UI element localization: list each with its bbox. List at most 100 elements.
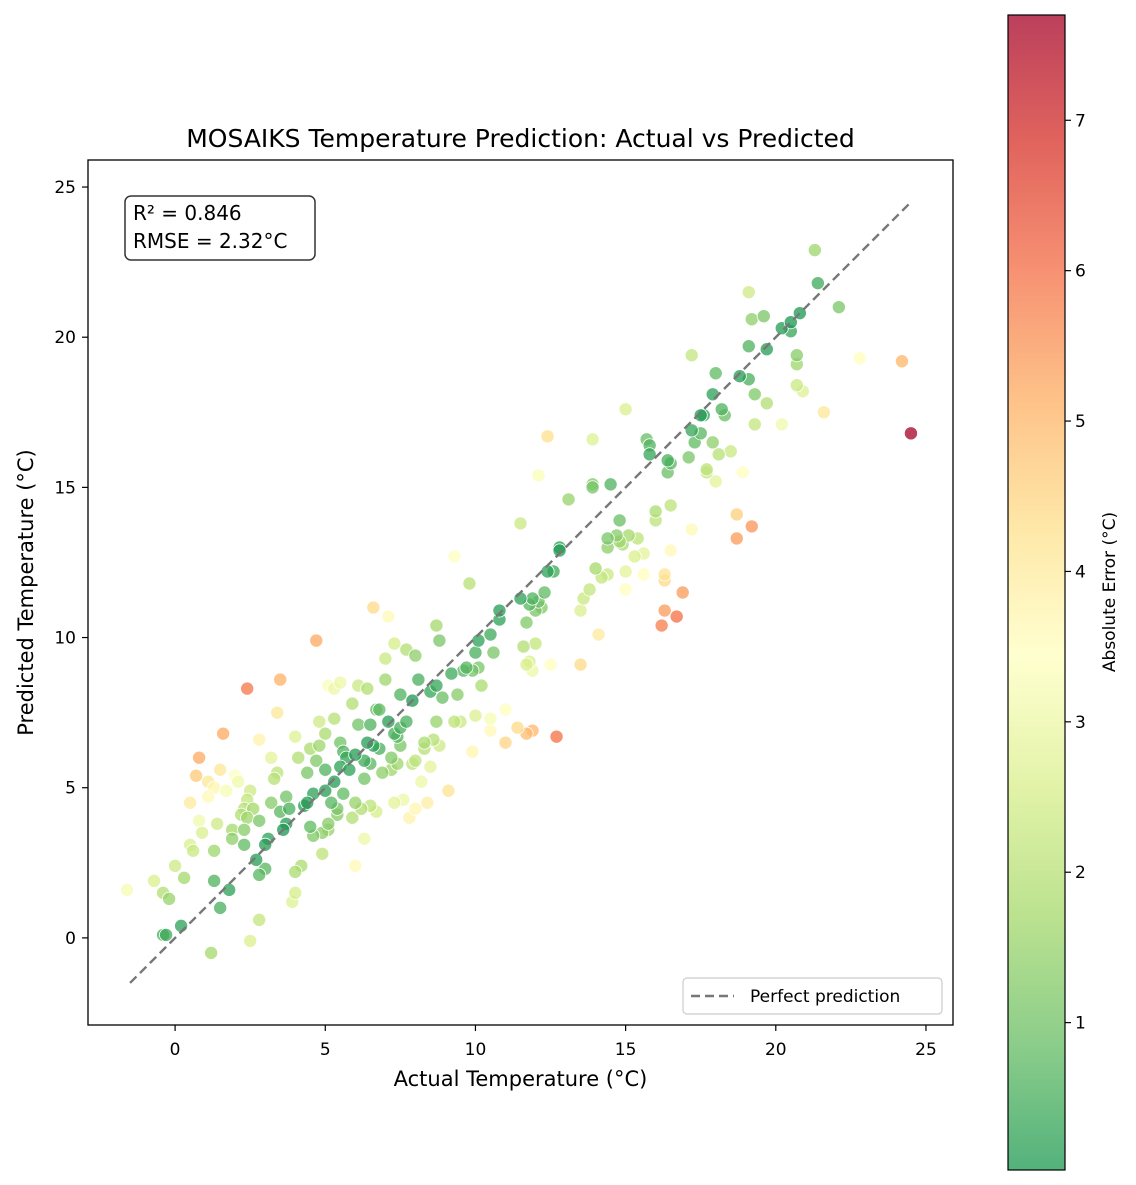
data-point xyxy=(468,645,483,660)
data-point xyxy=(219,783,234,798)
data-point xyxy=(366,600,381,615)
data-point xyxy=(423,759,438,774)
data-point xyxy=(213,762,228,777)
data-point xyxy=(525,591,540,606)
data-point xyxy=(357,831,372,846)
data-point xyxy=(159,927,174,942)
data-point xyxy=(267,771,282,786)
chart-title: MOSAIKS Temperature Prediction: Actual v… xyxy=(186,124,855,153)
data-point xyxy=(264,795,279,810)
data-point xyxy=(531,468,546,483)
data-point xyxy=(162,891,177,906)
data-point xyxy=(642,447,657,462)
data-point xyxy=(291,750,306,765)
data-point xyxy=(411,672,426,687)
data-point xyxy=(684,348,699,363)
data-point xyxy=(231,774,246,789)
data-point xyxy=(903,426,918,441)
data-point xyxy=(732,369,747,384)
colorbar-tick-label: 6 xyxy=(1075,262,1086,282)
y-tick-label: 0 xyxy=(65,929,76,949)
data-point xyxy=(549,729,564,744)
data-point xyxy=(816,405,831,420)
data-point xyxy=(585,432,600,447)
data-point xyxy=(561,492,576,507)
colorbar-gradient xyxy=(1007,14,1066,1171)
data-point xyxy=(393,687,408,702)
data-point xyxy=(660,453,675,468)
y-axis-label: Predicted Temperature (°C) xyxy=(14,449,38,736)
data-point xyxy=(450,687,465,702)
data-point xyxy=(600,531,615,546)
data-point xyxy=(429,678,444,693)
data-point xyxy=(483,627,498,642)
plot-frame xyxy=(87,159,954,1026)
data-point xyxy=(363,717,378,732)
data-point xyxy=(603,477,618,492)
data-point xyxy=(408,801,423,816)
data-point xyxy=(675,585,690,600)
y-tick-label: 25 xyxy=(54,178,76,198)
data-point xyxy=(345,810,360,825)
data-point xyxy=(747,417,762,432)
data-point xyxy=(789,378,804,393)
data-point xyxy=(279,789,294,804)
data-point xyxy=(399,714,414,729)
data-point xyxy=(498,702,513,717)
data-point xyxy=(204,945,219,960)
data-point xyxy=(588,561,603,576)
data-point xyxy=(375,765,390,780)
data-point xyxy=(348,747,363,762)
data-point xyxy=(273,672,288,687)
data-point xyxy=(636,567,651,582)
data-point xyxy=(315,846,330,861)
data-point xyxy=(741,339,756,354)
colorbar-ticks: 1 2 3 4 5 6 7 xyxy=(1065,111,1086,1034)
data-point xyxy=(669,609,684,624)
data-point xyxy=(225,831,240,846)
data-point xyxy=(387,795,402,810)
data-point xyxy=(618,582,633,597)
data-point xyxy=(381,609,396,624)
data-point xyxy=(333,675,348,690)
data-point xyxy=(774,417,789,432)
data-point xyxy=(318,762,333,777)
data-point xyxy=(540,429,555,444)
data-point xyxy=(684,522,699,537)
data-point xyxy=(429,618,444,633)
data-point xyxy=(573,657,588,672)
y-tick-label: 20 xyxy=(54,328,76,348)
data-point xyxy=(483,723,498,738)
data-point xyxy=(486,645,501,660)
data-point xyxy=(321,816,336,831)
data-point xyxy=(519,657,534,672)
data-point xyxy=(351,717,366,732)
data-point xyxy=(312,714,327,729)
data-point xyxy=(510,720,525,735)
data-point xyxy=(681,450,696,465)
data-point xyxy=(462,576,477,591)
data-point xyxy=(759,342,774,357)
data-point xyxy=(657,603,672,618)
data-point xyxy=(663,498,678,513)
data-point xyxy=(543,657,558,672)
data-point xyxy=(807,243,822,258)
data-point xyxy=(324,795,339,810)
data-point xyxy=(207,873,222,888)
data-point xyxy=(435,690,450,705)
data-point xyxy=(387,636,402,651)
data-point xyxy=(810,276,825,291)
data-point xyxy=(618,402,633,417)
data-point xyxy=(693,408,708,423)
data-point xyxy=(381,714,396,729)
data-point xyxy=(465,744,480,759)
y-tick-label: 5 xyxy=(65,779,76,799)
data-point xyxy=(243,933,258,948)
data-point xyxy=(378,672,393,687)
data-point xyxy=(372,702,387,717)
x-tick-label: 10 xyxy=(465,1040,487,1060)
x-tick-label: 15 xyxy=(615,1040,637,1060)
data-point xyxy=(120,882,135,897)
data-point xyxy=(240,810,255,825)
data-point xyxy=(252,867,267,882)
